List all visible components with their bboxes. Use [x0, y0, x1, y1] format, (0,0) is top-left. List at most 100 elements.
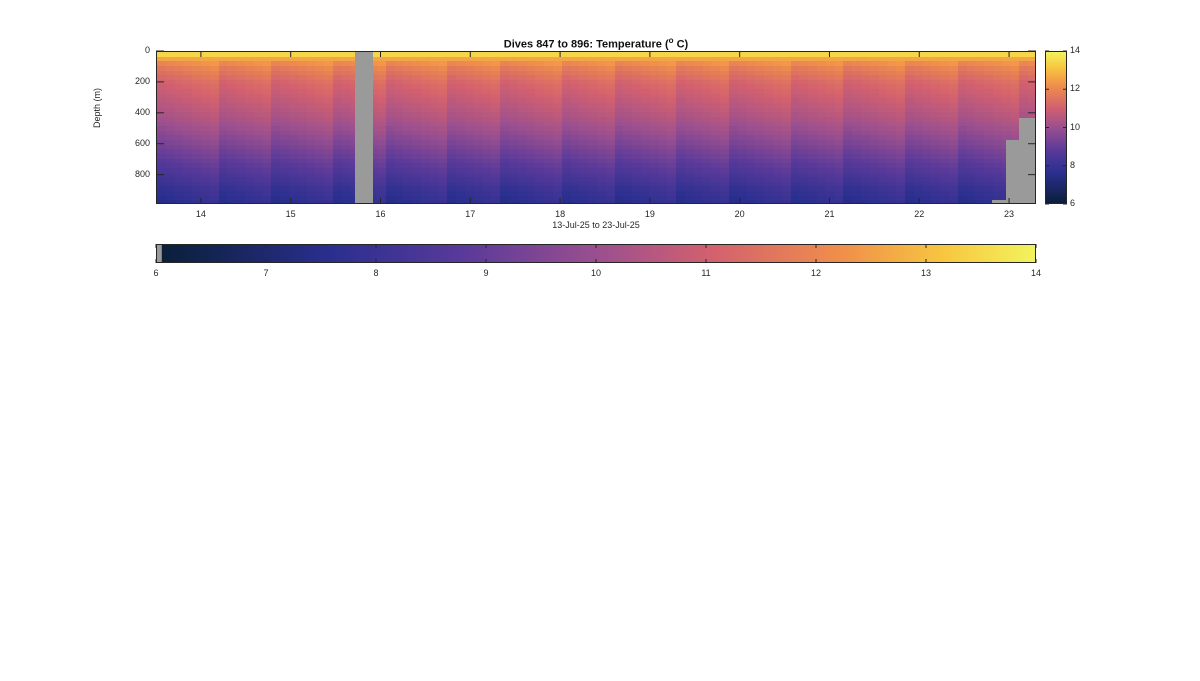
- heatmap-cell: [632, 103, 642, 109]
- heatmap-cell: [306, 195, 316, 201]
- heatmap-cell: [869, 93, 880, 99]
- heatmap-cell: [623, 163, 633, 169]
- heatmap-cell: [227, 186, 237, 192]
- heatmap-cell: [825, 103, 836, 109]
- heatmap-cell: [289, 112, 299, 118]
- heatmap-cell: [403, 186, 413, 192]
- heatmap-cell: [315, 65, 325, 72]
- heatmap-cell: [306, 191, 316, 197]
- heatmap-cell: [262, 93, 272, 99]
- heatmap-cell: [588, 103, 598, 109]
- heatmap-cell: [535, 163, 545, 169]
- heatmap-cell: [412, 167, 422, 174]
- heatmap-cell: [165, 61, 176, 67]
- heatmap-cell: [852, 154, 862, 160]
- heatmap-cell: [333, 56, 343, 62]
- heatmap-cell: [306, 116, 316, 123]
- heatmap-cell: [825, 84, 836, 90]
- heatmap-cell: [702, 163, 712, 169]
- heatmap-cell: [614, 181, 624, 187]
- heatmap-cell: [333, 140, 343, 146]
- heatmap-cell: [869, 144, 880, 150]
- heatmap-cell: [421, 191, 431, 197]
- heatmap-cell: [799, 158, 809, 164]
- heatmap-cell: [183, 191, 193, 197]
- heatmap-cell: [262, 135, 272, 141]
- heatmap-cell: [834, 116, 844, 123]
- heatmap-cell: [729, 75, 739, 81]
- heatmap-column: [482, 52, 492, 203]
- heatmap-cell: [711, 79, 721, 85]
- heatmap-cell: [588, 61, 598, 67]
- heatmap-cell: [825, 195, 836, 201]
- heatmap-cell: [790, 103, 800, 109]
- heatmap-cell: [693, 65, 704, 72]
- heatmap-cell: [667, 163, 677, 169]
- heatmap-cell: [333, 98, 343, 104]
- heatmap-cell: [183, 98, 193, 104]
- heatmap-cell: [623, 158, 633, 164]
- heatmap-cell: [817, 158, 827, 164]
- heatmap-cell: [465, 200, 475, 203]
- y-tick-label: 400: [134, 106, 150, 117]
- heatmap-cell: [614, 70, 624, 76]
- heatmap-cell: [799, 65, 809, 72]
- heatmap-cell: [412, 75, 422, 81]
- heatmap-cell: [174, 98, 184, 104]
- heatmap-cell: [306, 79, 316, 85]
- heatmap-cell: [693, 172, 704, 178]
- heatmap-cell: [491, 177, 501, 183]
- heatmap-cell: [808, 158, 818, 164]
- heatmap-cell: [641, 89, 651, 95]
- heatmap-cell: [887, 84, 897, 90]
- heatmap-cell: [570, 177, 580, 183]
- heatmap-cell: [421, 149, 431, 155]
- colorbar-tick-label: 11: [701, 268, 711, 278]
- heatmap-cell: [289, 116, 299, 123]
- heatmap-cell: [614, 135, 624, 141]
- heatmap-cell: [289, 163, 299, 169]
- heatmap-cell: [377, 112, 387, 118]
- heatmap-cell: [245, 61, 255, 67]
- heatmap-column: [799, 52, 809, 203]
- heatmap-cell: [544, 144, 554, 150]
- heatmap-cell: [553, 89, 563, 95]
- heatmap-cell: [535, 79, 545, 85]
- heatmap-cell: [614, 84, 624, 90]
- heatmap-cell: [377, 107, 387, 113]
- heatmap-cell: [553, 181, 563, 187]
- heatmap-cell: [729, 112, 739, 118]
- heatmap-cell: [218, 126, 228, 132]
- heatmap-cell: [341, 98, 352, 104]
- heatmap-cell: [421, 93, 431, 99]
- heatmap-cell: [597, 79, 607, 85]
- heatmap-cell: [711, 103, 721, 109]
- heatmap-cell: [544, 65, 554, 72]
- heatmap-cell: [579, 98, 589, 104]
- heatmap-cell: [394, 200, 404, 203]
- heatmap-cell: [597, 112, 607, 118]
- heatmap-cell: [764, 130, 774, 136]
- heatmap-cell: [614, 149, 624, 155]
- heatmap-cell: [403, 75, 413, 81]
- heatmap-cell: [297, 195, 308, 201]
- heatmap-cell: [209, 52, 220, 58]
- heatmap-cell: [500, 65, 510, 72]
- heatmap-cell: [623, 79, 633, 85]
- heatmap-cell: [315, 144, 325, 150]
- heatmap-cell: [702, 61, 712, 67]
- heatmap-cell: [438, 181, 448, 187]
- heatmap-cell: [632, 167, 642, 174]
- heatmap-cell: [764, 149, 774, 155]
- heatmap-cell: [236, 103, 246, 109]
- heatmap-cell: [236, 140, 246, 146]
- heatmap-cell: [324, 135, 334, 141]
- heatmap-cell: [649, 98, 660, 104]
- heatmap-cell: [632, 79, 642, 85]
- heatmap-cell: [271, 149, 281, 155]
- heatmap-cell: [429, 144, 440, 150]
- heatmap-cell: [658, 75, 668, 81]
- heatmap-cell: [324, 126, 334, 132]
- heatmap-cell: [649, 89, 660, 95]
- heatmap-cell: [394, 70, 404, 76]
